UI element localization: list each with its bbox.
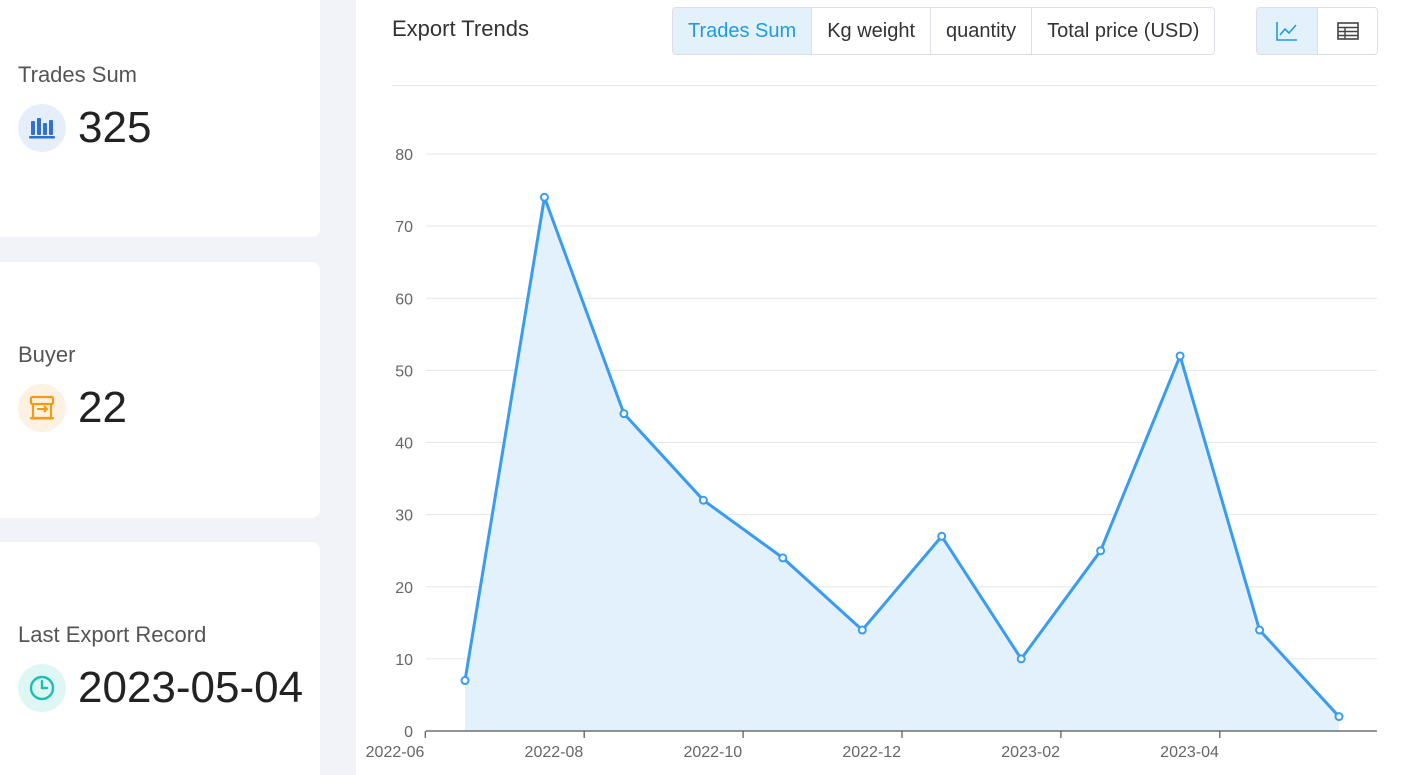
data-point <box>857 625 867 635</box>
data-point <box>539 192 549 202</box>
store-icon <box>18 384 66 432</box>
trades-sum-value: 325 <box>78 103 152 152</box>
tab-quantity[interactable]: quantity <box>930 8 1032 54</box>
y-tick-label: 80 <box>395 147 413 164</box>
last-export-value: 2023-05-04 <box>78 663 304 712</box>
y-tick-label: 40 <box>395 436 413 453</box>
data-point <box>1334 712 1344 722</box>
x-tick-label: 2023-02 <box>1001 744 1060 761</box>
series-line <box>463 195 1341 718</box>
data-point <box>778 553 788 563</box>
x-tick-label: 2023-04 <box>1160 744 1219 761</box>
tab-trades-sum[interactable]: Trades Sum <box>673 8 812 54</box>
data-point <box>460 676 470 686</box>
y-tick-label: 60 <box>395 291 413 308</box>
y-tick-label: 70 <box>395 219 413 236</box>
data-point <box>1016 654 1026 664</box>
data-point <box>937 531 947 541</box>
y-tick-label: 20 <box>395 580 413 597</box>
buyer-value: 22 <box>78 383 127 432</box>
metric-tabs: Trades Sum Kg weight quantity Total pric… <box>672 7 1216 55</box>
tab-total-price[interactable]: Total price (USD) <box>1031 8 1215 54</box>
last-export-label: Last Export Record <box>18 622 207 647</box>
table-view-icon <box>1336 22 1359 40</box>
last-export-card: Last Export Record 2023-05-04 <box>0 542 320 775</box>
x-tick-label: 2022-10 <box>683 744 742 761</box>
trades-sum-card: Trades Sum 325 <box>0 0 320 237</box>
y-tick-label: 10 <box>395 652 413 669</box>
buyer-label: Buyer <box>18 342 76 367</box>
export-trends-panel: Export Trends Trades Sum Kg weight quant… <box>356 0 1407 775</box>
buyer-card: Buyer 22 <box>0 262 320 518</box>
y-tick-label: 30 <box>395 508 413 525</box>
trades-sum-label: Trades Sum <box>18 62 138 87</box>
data-point <box>619 409 629 419</box>
line-chart-view-button[interactable] <box>1257 8 1317 54</box>
y-tick-label: 50 <box>395 363 413 380</box>
y-tick-label: 0 <box>404 724 413 741</box>
x-tick-label: 2022-08 <box>525 744 584 761</box>
data-point <box>1175 351 1185 361</box>
tab-kg-weight[interactable]: Kg weight <box>811 8 931 54</box>
view-toggle <box>1256 7 1378 55</box>
table-view-button[interactable] <box>1317 8 1377 54</box>
data-point <box>1255 625 1265 635</box>
x-tick-label: 2022-12 <box>842 744 901 761</box>
data-point <box>1096 546 1106 556</box>
panel-title: Export Trends <box>392 16 529 41</box>
header-divider <box>392 85 1377 86</box>
x-tick-label: 2022-06 <box>366 744 425 761</box>
data-point <box>698 495 708 505</box>
export-trends-chart: 0 10 20 30 40 50 60 70 80 2022-06 2022-08 2022-10 20… <box>366 147 1377 761</box>
line-chart-view-icon <box>1276 22 1297 41</box>
clock-icon <box>18 664 66 712</box>
bar-chart-icon <box>18 104 66 152</box>
area-fill <box>465 197 1339 731</box>
